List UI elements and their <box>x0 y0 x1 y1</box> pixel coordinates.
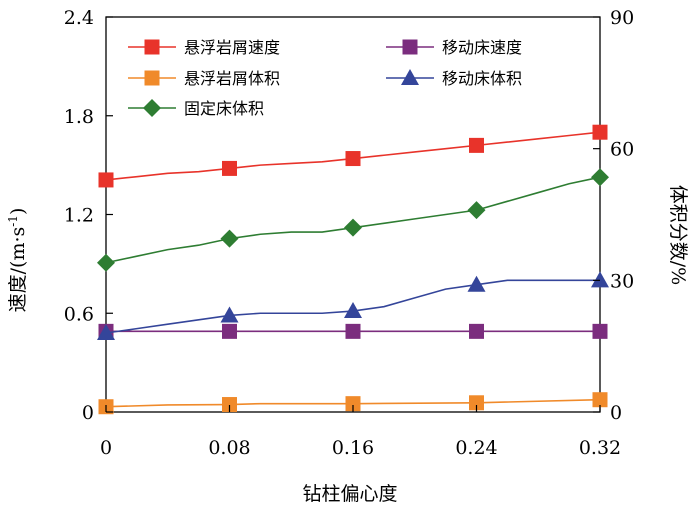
left-tick-label: 0 <box>82 402 94 424</box>
legend-item: 移动床体积 <box>386 69 522 88</box>
series-point <box>345 396 361 412</box>
legend-item: 悬浮岩屑速度 <box>128 38 280 57</box>
legend-label: 悬浮岩屑速度 <box>184 38 280 57</box>
legend-item: 移动床速度 <box>386 38 522 57</box>
x-tick-label: 0.24 <box>455 437 497 459</box>
series-point <box>222 160 237 176</box>
series-point <box>467 201 486 220</box>
left-axis-title-main: 速度/(m·s <box>7 227 29 313</box>
series-point <box>467 275 486 292</box>
series-point <box>345 323 361 339</box>
series-point <box>97 324 115 340</box>
x-tick-label: 0.16 <box>332 437 374 459</box>
legend-marker <box>402 39 418 55</box>
x-tick-label: 0.32 <box>579 437 621 459</box>
right-tick-label: 90 <box>610 7 634 29</box>
left-axis-title-exponent: -1 <box>6 215 20 227</box>
legend-label: 移动床速度 <box>442 38 522 57</box>
series-point <box>344 218 362 237</box>
series-point <box>345 151 361 167</box>
legend-label: 移动床体积 <box>442 69 522 88</box>
left-tick-label: 1.2 <box>64 205 94 227</box>
left-tick-label: 0.6 <box>64 303 94 325</box>
series-point <box>97 253 115 272</box>
plot-border <box>105 16 601 413</box>
series-point <box>469 137 484 153</box>
series-4 <box>97 168 609 272</box>
series-point <box>344 302 362 319</box>
right-tick-label: 0 <box>610 402 622 424</box>
legend-marker <box>401 69 419 85</box>
legend-marker <box>144 39 160 55</box>
series-point <box>592 392 608 408</box>
series-point <box>591 168 609 187</box>
legend-marker <box>143 99 161 117</box>
right-tick-label: 60 <box>610 139 634 161</box>
series-point <box>220 229 239 248</box>
legend-item: 固定床体积 <box>128 99 264 118</box>
left-axis-title-tail: ) <box>7 208 29 215</box>
left-tick-label: 2.4 <box>64 7 94 29</box>
series-point <box>98 172 114 188</box>
legend-label: 固定床体积 <box>184 99 264 118</box>
legend-marker <box>144 70 160 86</box>
series-point <box>591 271 609 288</box>
series-0 <box>98 124 608 188</box>
series-1 <box>98 323 608 339</box>
legend-label: 悬浮岩屑体积 <box>184 69 280 88</box>
svg-text:速度/(m·s-1): 速度/(m·s-1) <box>6 208 29 313</box>
right-axis: 0 30 60 90 <box>593 7 634 424</box>
series-point <box>220 306 239 323</box>
right-tick-label: 30 <box>610 270 634 292</box>
x-tick-label: 0.08 <box>208 437 250 459</box>
left-tick-label: 1.8 <box>64 106 94 128</box>
left-axis: 0 0.6 1.2 1.8 2.4 <box>64 7 113 424</box>
series-layer <box>97 124 609 415</box>
series-point <box>469 395 484 411</box>
x-tick-label: 0 <box>100 437 112 459</box>
series-point <box>222 397 237 413</box>
series-point <box>222 323 237 339</box>
svg-text:体积分数/%: 体积分数/% <box>667 185 689 285</box>
series-point <box>592 124 608 140</box>
series-3 <box>97 271 609 340</box>
series-point <box>469 323 484 339</box>
legend-item: 悬浮岩屑体积 <box>128 69 280 88</box>
x-axis: 0 0.08 0.16 0.24 0.32 <box>100 405 621 459</box>
series-point <box>592 323 608 339</box>
left-axis-title: 速度/(m·s-1) <box>6 208 29 313</box>
plot-area <box>105 16 601 413</box>
right-axis-title: 体积分数/% <box>667 185 689 285</box>
x-axis-title: 钻柱偏心度 <box>302 483 397 505</box>
